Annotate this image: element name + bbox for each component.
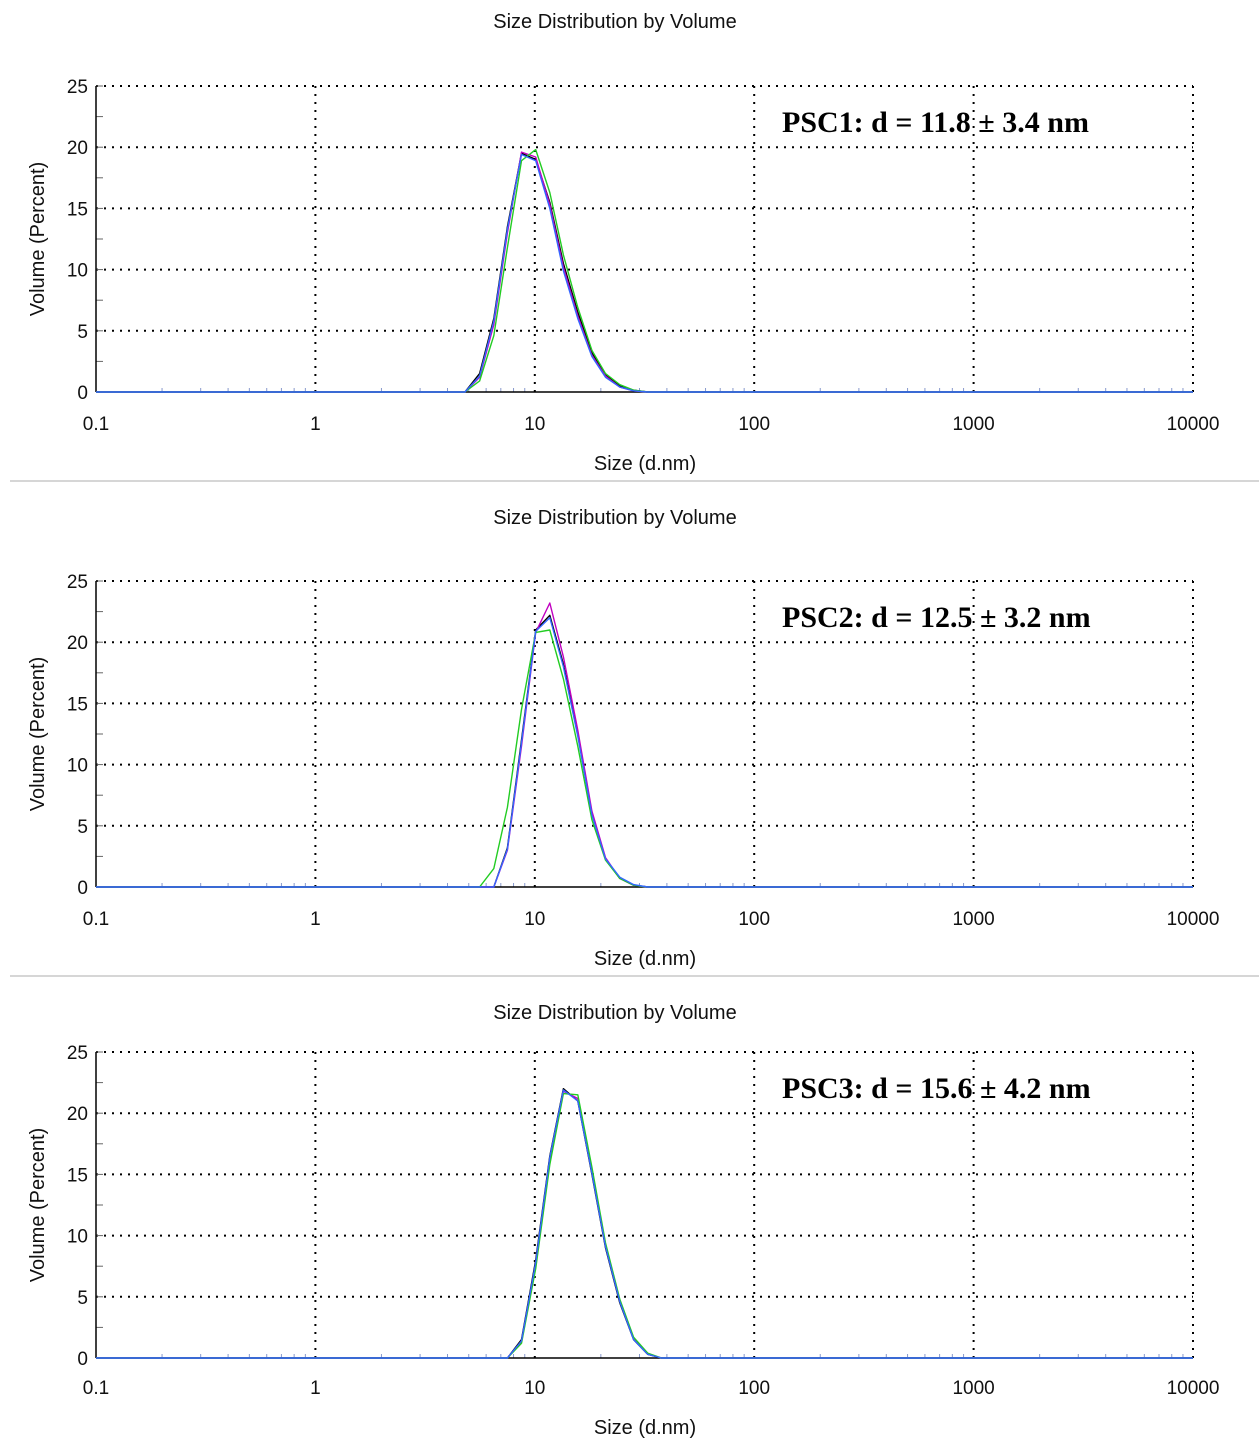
- y-tick-label: 10: [67, 1227, 88, 1248]
- chart-panel-3: Size Distribution by Volume 0 5 10 15 20 25 0.1…: [27, 1002, 1219, 1439]
- series-line-4: [96, 617, 1193, 888]
- chart-title: Size Distribution by Volume: [493, 1002, 736, 1024]
- x-axis-label: Size (d.nm): [594, 948, 696, 970]
- series-line-3: [96, 629, 1193, 888]
- y-tick-label: 0: [77, 1349, 88, 1370]
- x-tick-label: 1000: [952, 1378, 994, 1399]
- x-tick-label: 1: [310, 414, 321, 435]
- x-tick-label: 10: [524, 414, 545, 435]
- y-tick-label: 15: [67, 1165, 88, 1186]
- y-tick-label: 10: [67, 261, 88, 282]
- x-tick-label: 1000: [952, 414, 994, 435]
- size-annotation: PSC2: d = 12.5 ± 3.2 nm: [782, 601, 1091, 634]
- series-line-4: [96, 153, 1193, 393]
- x-tick-label: 10: [524, 1378, 545, 1399]
- y-tick-label: 25: [67, 77, 88, 98]
- y-tick-label: 15: [67, 694, 88, 715]
- y-tick-label: 10: [67, 756, 88, 777]
- x-tick-label: 0.1: [83, 414, 109, 435]
- series-line-1: [96, 152, 1193, 393]
- y-tick-label: 0: [77, 878, 88, 899]
- y-tick-label: 20: [67, 1104, 88, 1125]
- x-tick-label: 0.1: [83, 909, 109, 930]
- x-axis-label: Size (d.nm): [594, 453, 696, 475]
- y-tick-label: 20: [67, 138, 88, 159]
- x-tick-label: 1: [310, 909, 321, 930]
- x-tick-label: 100: [738, 1378, 770, 1399]
- x-tick-label: 1000: [952, 909, 994, 930]
- x-tick-label: 10000: [1167, 1378, 1220, 1399]
- x-tick-label: 100: [738, 909, 770, 930]
- series-line-4: [96, 1089, 1193, 1359]
- x-tick-label: 10000: [1167, 909, 1220, 930]
- x-axis-label: Size (d.nm): [594, 1417, 696, 1439]
- y-tick-label: 5: [77, 322, 88, 343]
- y-tick-label: 15: [67, 199, 88, 220]
- chart-title: Size Distribution by Volume: [493, 507, 736, 529]
- series-line-3: [96, 148, 1193, 393]
- series-line-3: [96, 1092, 1193, 1359]
- y-tick-label: 0: [77, 383, 88, 404]
- y-tick-label: 5: [77, 1288, 88, 1309]
- y-axis-label: Volume (Percent): [27, 162, 49, 317]
- chart-panel-2: Size Distribution by Volume 0 5 10 15 20 25 0.1…: [27, 507, 1219, 970]
- series-line-2: [96, 151, 1193, 393]
- y-tick-label: 25: [67, 1043, 88, 1064]
- y-tick-label: 20: [67, 633, 88, 654]
- size-annotation: PSC1: d = 11.8 ± 3.4 nm: [782, 106, 1089, 139]
- size-annotation: PSC3: d = 15.6 ± 4.2 nm: [782, 1072, 1091, 1105]
- series-line-1: [96, 614, 1193, 888]
- y-axis-label: Volume (Percent): [27, 657, 49, 812]
- chart-panel-1: Size Distribution by Volume 0 5 10 15 20 25 0.1…: [27, 11, 1219, 475]
- y-axis-label: Volume (Percent): [27, 1128, 49, 1283]
- series-line-2: [96, 602, 1193, 888]
- x-tick-label: 0.1: [83, 1378, 109, 1399]
- x-tick-label: 10: [524, 909, 545, 930]
- series-line-1: [96, 1087, 1193, 1359]
- chart-title: Size Distribution by Volume: [493, 11, 736, 33]
- x-tick-label: 100: [738, 414, 770, 435]
- x-tick-label: 1: [310, 1378, 321, 1399]
- x-tick-label: 10000: [1167, 414, 1220, 435]
- series-line-2: [96, 1090, 1193, 1359]
- y-tick-label: 5: [77, 817, 88, 838]
- y-tick-label: 25: [67, 572, 88, 593]
